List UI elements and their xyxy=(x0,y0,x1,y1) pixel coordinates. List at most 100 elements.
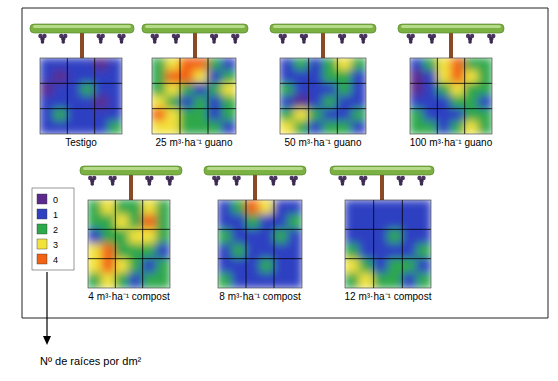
grape xyxy=(489,40,493,44)
grid-line xyxy=(180,58,181,134)
grape-cluster xyxy=(359,176,367,186)
cell xyxy=(40,96,54,110)
cell xyxy=(222,58,237,71)
canopy-light xyxy=(207,167,303,170)
cell xyxy=(246,200,261,215)
color-swatch xyxy=(37,209,47,219)
color-tick-label: 4 xyxy=(53,255,58,265)
cell xyxy=(478,58,492,71)
map-frame xyxy=(218,200,302,288)
grape-cluster xyxy=(38,34,46,44)
grid-line xyxy=(345,258,431,259)
grid-line xyxy=(94,58,95,134)
grape xyxy=(214,182,218,186)
map-frame xyxy=(280,58,366,134)
cell xyxy=(464,96,479,110)
cell xyxy=(323,58,338,71)
grape-cluster xyxy=(397,176,405,186)
cell xyxy=(222,70,237,84)
canopy-light xyxy=(333,167,431,170)
grape xyxy=(99,40,103,44)
cell xyxy=(423,121,438,134)
cell xyxy=(451,108,466,122)
cell xyxy=(288,244,303,260)
cell xyxy=(388,200,403,215)
grid-line xyxy=(142,200,143,288)
grid-line xyxy=(308,58,309,134)
cell xyxy=(246,214,261,230)
cell xyxy=(194,121,209,134)
grid-line xyxy=(40,108,122,109)
grid-line xyxy=(152,83,236,84)
cell xyxy=(410,121,424,134)
cell xyxy=(274,200,289,215)
cell xyxy=(274,214,289,230)
cell xyxy=(451,83,466,97)
trunk xyxy=(449,32,453,58)
cell xyxy=(246,229,261,245)
canopy xyxy=(204,166,306,175)
cell xyxy=(323,121,338,134)
cell xyxy=(359,258,374,274)
grape xyxy=(41,40,45,44)
heatmap xyxy=(280,58,366,134)
cell xyxy=(416,214,431,230)
cell xyxy=(108,58,122,71)
cell xyxy=(337,96,352,110)
canopy xyxy=(270,24,376,33)
cell xyxy=(451,96,466,110)
grape xyxy=(235,182,239,186)
grape-cluster xyxy=(117,34,125,44)
heatmap xyxy=(88,200,170,288)
cell xyxy=(423,108,438,122)
canopy xyxy=(398,24,504,33)
cell xyxy=(142,244,157,260)
map-frame xyxy=(410,58,492,134)
grape xyxy=(468,40,472,44)
cell xyxy=(81,96,96,110)
cell xyxy=(40,121,54,134)
grid-line xyxy=(218,229,302,230)
cell xyxy=(437,96,452,110)
cell xyxy=(94,83,109,97)
cell xyxy=(40,108,54,122)
cell xyxy=(345,273,360,288)
figure: Testigo25 m³·ha⁻¹ guano50 m³·ha⁻¹ guano1… xyxy=(0,0,558,381)
canopy xyxy=(142,24,248,33)
cell xyxy=(81,83,96,97)
cell xyxy=(323,70,338,84)
cell xyxy=(451,121,466,134)
grape xyxy=(409,40,413,44)
cell xyxy=(194,83,209,97)
cell xyxy=(208,83,223,97)
panel: 25 m³·ha⁻¹ guano xyxy=(142,24,248,148)
heatmap xyxy=(40,58,122,134)
cell xyxy=(423,83,438,97)
trunk xyxy=(129,174,133,200)
cell xyxy=(260,214,275,230)
cell xyxy=(308,70,323,84)
cell xyxy=(194,108,209,122)
cell xyxy=(416,273,431,288)
cell xyxy=(345,200,360,215)
grid-line xyxy=(40,83,122,84)
cell xyxy=(218,273,233,288)
cell xyxy=(351,58,366,71)
cell xyxy=(115,273,130,288)
grape-cluster xyxy=(210,34,218,44)
cell xyxy=(152,70,167,84)
cell xyxy=(308,83,323,97)
cell xyxy=(373,244,388,260)
grape-cluster xyxy=(145,176,153,186)
cell xyxy=(101,244,116,260)
map-frame xyxy=(40,58,122,134)
cell xyxy=(359,200,374,215)
cell xyxy=(166,121,181,134)
cell xyxy=(274,229,289,245)
grape-cluster xyxy=(97,34,105,44)
map-grid xyxy=(218,200,302,288)
cell xyxy=(345,244,360,260)
color-bar-frame xyxy=(32,188,74,270)
grid-line xyxy=(208,58,209,134)
cell xyxy=(373,214,388,230)
